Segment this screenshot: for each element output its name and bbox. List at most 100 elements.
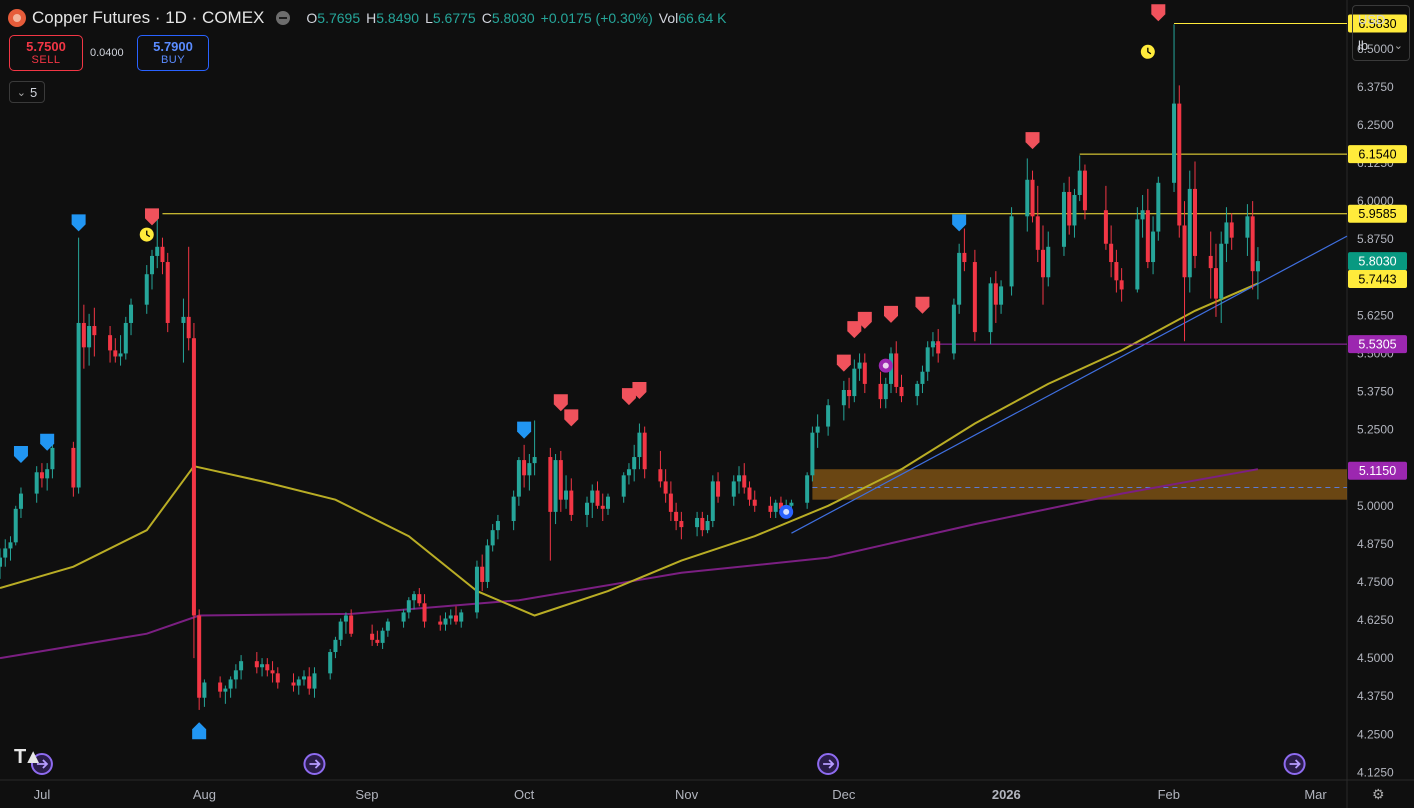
candle-body <box>1172 103 1177 183</box>
candle <box>511 490 516 531</box>
candle <box>385 618 390 637</box>
candle <box>291 673 296 692</box>
candle <box>1109 225 1114 278</box>
candle <box>737 466 742 494</box>
trendline <box>791 235 1348 534</box>
arrow-right-circle-icon[interactable] <box>303 753 326 775</box>
price-label-bg <box>1348 270 1407 289</box>
candle <box>716 472 721 503</box>
arrow-glyph <box>36 759 49 769</box>
symbol-header: Copper Futures · 1D · COMEX O5.7695 H5.84… <box>8 6 726 30</box>
candle-body <box>716 481 721 497</box>
candle <box>1119 268 1124 302</box>
candle <box>39 463 44 488</box>
buy-signal-flag-icon <box>71 214 86 232</box>
event-dot <box>783 508 790 515</box>
price-axis-label: 5.9585 <box>1348 204 1407 223</box>
candle-body <box>632 457 637 470</box>
candle-body <box>847 390 852 397</box>
candle-body <box>1035 216 1040 250</box>
arrow-right-circle-icon[interactable] <box>817 753 840 775</box>
candle <box>1177 85 1182 238</box>
candle <box>569 478 574 522</box>
candle-body <box>993 283 998 305</box>
candle-body <box>626 469 631 476</box>
candle-body <box>438 621 443 625</box>
candle <box>883 377 888 409</box>
candle-body <box>1025 179 1030 217</box>
buy-button[interactable]: 5.7900 BUY <box>137 35 209 71</box>
settings-icon[interactable]: ⚙ <box>1372 786 1385 802</box>
candle-body <box>862 362 867 384</box>
sell-button[interactable]: 5.7500 SELL <box>9 35 83 71</box>
candle-body <box>45 469 50 479</box>
candle <box>160 237 165 275</box>
price-label-text: 5.5305 <box>1358 338 1396 352</box>
candle-body <box>18 493 23 509</box>
candle-body <box>301 676 306 680</box>
candle-body <box>443 618 448 625</box>
x-tick-label: Mar <box>1304 787 1327 802</box>
currency-select[interactable]: USD <box>1353 6 1409 32</box>
unit-select[interactable]: lb ⌄ <box>1353 32 1409 58</box>
flag-marker-icon <box>144 208 159 226</box>
candle <box>1035 185 1040 263</box>
candle <box>459 609 464 628</box>
candle-body <box>1250 216 1255 272</box>
flag-marker-icon <box>621 388 636 406</box>
candle-body <box>920 371 925 384</box>
candle-body <box>852 368 857 397</box>
candle <box>595 481 600 509</box>
copper-logo-icon <box>8 9 26 27</box>
candle <box>197 609 202 710</box>
candle <box>642 426 647 479</box>
sell-label: SELL <box>31 54 61 66</box>
candle <box>448 609 453 625</box>
candle-body <box>118 353 123 357</box>
candle-body <box>988 283 993 333</box>
candle-body <box>569 490 574 515</box>
candle-body <box>930 341 935 348</box>
currency-unit-selector[interactable]: USD lb ⌄ <box>1352 5 1410 61</box>
candle <box>270 661 275 683</box>
candle-body <box>270 670 275 674</box>
arrow-right-circle-icon[interactable] <box>1283 753 1306 775</box>
candle-body <box>202 682 207 698</box>
candle-body <box>600 505 605 509</box>
candle-body <box>448 615 453 619</box>
x-tick-label: Feb <box>1158 787 1180 802</box>
candle-body <box>1119 280 1124 290</box>
candle-body <box>474 566 479 613</box>
candle <box>1140 195 1145 238</box>
y-tick-label: 4.3750 <box>1357 689 1394 703</box>
candle <box>1077 155 1082 202</box>
price-label-bg <box>1348 204 1407 223</box>
candle-body <box>228 679 233 689</box>
flag-marker-icon <box>192 722 207 740</box>
candle-body <box>165 262 170 323</box>
sell-signal-flag-icon <box>857 311 872 329</box>
arrow-right-circle-icon[interactable] <box>30 753 53 775</box>
price-label-text: 5.9585 <box>1358 207 1396 221</box>
candle <box>338 618 343 646</box>
candle <box>186 246 191 351</box>
candle <box>370 624 375 646</box>
x-tick-label: Nov <box>675 787 699 802</box>
candle <box>564 475 569 509</box>
x-tick-label: 2026 <box>992 787 1021 802</box>
candle-body <box>50 447 55 470</box>
candle <box>45 463 50 491</box>
currency-label: USD <box>1358 11 1386 27</box>
flag-marker-icon <box>847 321 862 339</box>
candle-body <box>239 661 244 671</box>
symbol-title[interactable]: Copper Futures · 1D · COMEX <box>32 8 265 27</box>
indicators-collapse-button[interactable]: ⌄ 5 <box>9 81 45 103</box>
candle <box>254 652 259 674</box>
tradingview-logo-icon[interactable]: T▲ <box>14 746 43 768</box>
candle <box>485 539 490 589</box>
candle <box>34 466 39 503</box>
candle <box>165 252 170 333</box>
candle-body <box>1140 210 1145 220</box>
candle-body <box>1046 246 1051 278</box>
